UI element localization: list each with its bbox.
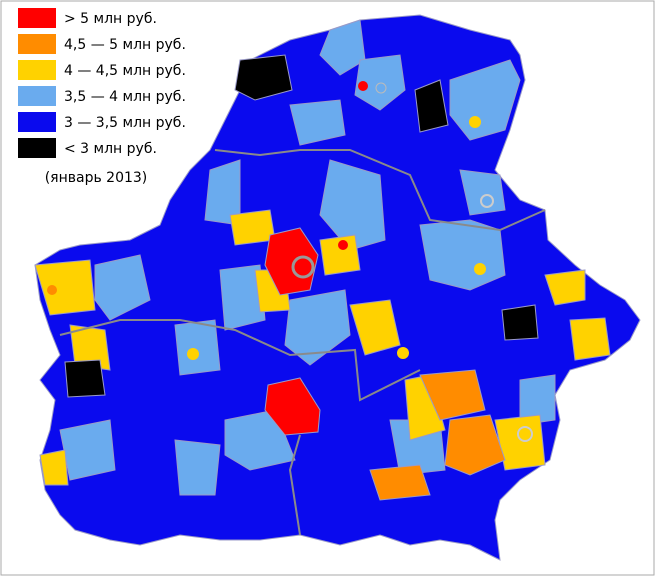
district bbox=[284, 289, 351, 366]
city-marker bbox=[44, 461, 56, 473]
district bbox=[414, 79, 449, 133]
district bbox=[319, 159, 386, 251]
district bbox=[69, 324, 111, 371]
district bbox=[449, 59, 521, 141]
district bbox=[34, 259, 96, 316]
district bbox=[501, 304, 539, 341]
district bbox=[219, 264, 266, 331]
region-border bbox=[214, 149, 546, 232]
city-marker bbox=[187, 348, 199, 360]
legend-swatch bbox=[18, 8, 56, 28]
legend-swatch bbox=[18, 138, 56, 158]
legend: (январь 2013) > 5 млн руб. 4,5 — 5 млн ру… bbox=[18, 8, 186, 186]
district bbox=[369, 464, 431, 501]
city-marker bbox=[474, 263, 486, 275]
district bbox=[319, 234, 361, 276]
region-border bbox=[288, 434, 301, 536]
district bbox=[419, 219, 506, 291]
legend-label: 4,5 — 5 млн руб. bbox=[64, 37, 186, 53]
legend-note: (январь 2013) bbox=[45, 170, 148, 186]
district bbox=[234, 54, 293, 101]
legend-label: 3 — 3,5 млн руб. bbox=[64, 115, 186, 131]
district bbox=[174, 319, 221, 376]
city-marker bbox=[480, 194, 494, 208]
district bbox=[354, 54, 406, 111]
district bbox=[319, 19, 366, 76]
city-marker bbox=[517, 426, 533, 442]
district bbox=[419, 369, 486, 421]
legend-label: 4 — 4,5 млн руб. bbox=[64, 63, 186, 79]
district bbox=[444, 414, 506, 476]
district bbox=[229, 209, 276, 246]
legend-swatch bbox=[18, 86, 56, 106]
city-marker bbox=[47, 285, 57, 295]
city-marker bbox=[200, 460, 212, 472]
district bbox=[264, 377, 321, 436]
legend-swatch bbox=[18, 112, 56, 132]
district bbox=[569, 317, 611, 361]
legend-swatch bbox=[18, 34, 56, 54]
district bbox=[349, 299, 401, 356]
district bbox=[59, 419, 116, 481]
district bbox=[94, 254, 151, 321]
map bbox=[34, 14, 641, 561]
legend-swatch bbox=[18, 60, 56, 80]
region-border bbox=[59, 319, 421, 402]
city-marker bbox=[338, 240, 348, 250]
legend-label: 3,5 — 4 млн руб. bbox=[64, 89, 186, 105]
district bbox=[64, 359, 106, 398]
district bbox=[459, 169, 506, 216]
city-marker bbox=[375, 82, 387, 94]
legend-label: < 3 млн руб. bbox=[64, 141, 157, 157]
district bbox=[544, 269, 586, 306]
city-marker bbox=[358, 81, 368, 91]
district bbox=[289, 99, 346, 146]
city-marker bbox=[291, 255, 315, 279]
district bbox=[174, 439, 221, 496]
city-marker bbox=[469, 116, 481, 128]
city-marker bbox=[397, 347, 409, 359]
district bbox=[519, 374, 556, 426]
legend-label: > 5 млн руб. bbox=[64, 11, 157, 27]
